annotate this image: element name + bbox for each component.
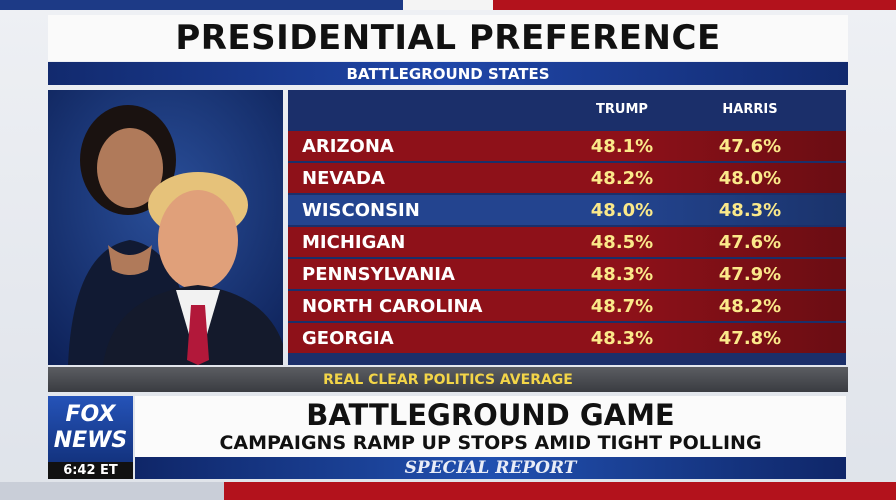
poll-value: 48.3% bbox=[718, 199, 782, 221]
table-row: PENNSYLVANIA 48.3% 47.9% bbox=[288, 259, 846, 289]
table-row: NEVADA 48.2% 48.0% bbox=[288, 163, 846, 193]
poll-value: 47.9% bbox=[718, 263, 782, 285]
logo-line: NEWS bbox=[53, 428, 128, 453]
poll-value: 47.6% bbox=[718, 135, 782, 157]
poll-value: 47.6% bbox=[718, 231, 782, 253]
table-row: NORTH CAROLINA 48.7% 48.2% bbox=[288, 291, 846, 321]
lower-third: BATTLEGROUND GAME CAMPAIGNS RAMP UP STOP… bbox=[135, 396, 846, 457]
state-name: ARIZONA bbox=[302, 135, 394, 157]
poll-value: 48.3% bbox=[590, 263, 654, 285]
subheadline: CAMPAIGNS RAMP UP STOPS AMID TIGHT POLLI… bbox=[219, 432, 762, 454]
state-name: MICHIGAN bbox=[302, 231, 406, 253]
poll-value: 48.0% bbox=[590, 199, 654, 221]
headline: BATTLEGROUND GAME bbox=[306, 398, 675, 432]
title: PRESIDENTIAL PREFERENCE bbox=[48, 15, 848, 61]
network-logo: FOX NEWS bbox=[48, 396, 133, 462]
poll-value: 48.5% bbox=[590, 231, 654, 253]
clock: 6:42 ET bbox=[48, 462, 133, 479]
state-name: PENNSYLVANIA bbox=[302, 263, 455, 285]
state-name: NORTH CAROLINA bbox=[302, 295, 483, 317]
poll-value: 47.8% bbox=[718, 327, 782, 349]
state-name: GEORGIA bbox=[302, 327, 394, 349]
poll-table: TRUMP HARRIS ARIZONA 48.1% 47.6% NEVADA 48.2… bbox=[288, 90, 846, 365]
state-name: WISCONSIN bbox=[302, 199, 420, 221]
table-row: MICHIGAN 48.5% 47.6% bbox=[288, 227, 846, 257]
poll-value: 48.2% bbox=[718, 295, 782, 317]
column-header: TRUMP bbox=[596, 102, 648, 117]
table-row: GEORGIA 48.3% 47.8% bbox=[288, 323, 846, 353]
bottom-stripe bbox=[0, 482, 896, 500]
state-name: NEVADA bbox=[302, 167, 385, 189]
table-row: ARIZONA 48.1% 47.6% bbox=[288, 131, 846, 161]
poll-value: 48.2% bbox=[590, 167, 654, 189]
poll-value: 48.1% bbox=[590, 135, 654, 157]
top-stripe bbox=[0, 0, 896, 10]
source-note: REAL CLEAR POLITICS AVERAGE bbox=[48, 367, 848, 392]
poll-value: 48.0% bbox=[718, 167, 782, 189]
logo-line: FOX bbox=[65, 402, 116, 427]
candidate-photo bbox=[48, 90, 283, 365]
poll-value: 48.3% bbox=[590, 327, 654, 349]
subtitle: BATTLEGROUND STATES bbox=[48, 62, 848, 85]
table-row: WISCONSIN 48.0% 48.3% bbox=[288, 195, 846, 225]
poll-value: 48.7% bbox=[590, 295, 654, 317]
column-header: HARRIS bbox=[722, 102, 778, 117]
show-name: SPECIAL REPORT bbox=[135, 457, 846, 479]
